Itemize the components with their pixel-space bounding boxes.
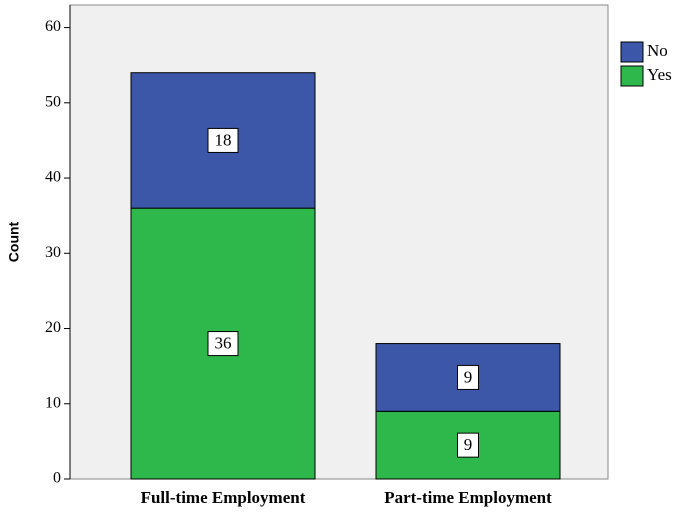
legend-swatch [620,41,644,63]
x-tick-label: Full-time Employment [141,488,306,507]
y-tick-label: 60 [45,18,61,35]
y-tick-label: 50 [45,93,61,110]
value-label-box [457,364,479,390]
y-axis-label: Count [6,221,22,262]
y-tick-label: 30 [45,244,61,261]
value-label: 18 [215,130,232,149]
y-tick-label: 40 [45,169,61,186]
legend-label: Yes [647,65,672,84]
value-label: 9 [464,367,473,386]
value-label: 9 [464,435,473,454]
legend-swatch [620,65,644,87]
legend-label: No [647,41,668,60]
value-label-box [207,127,239,153]
x-tick-label: Part-time Employment [384,488,552,507]
y-tick-label: 0 [53,470,61,487]
value-label: 36 [215,333,232,352]
value-label-box [207,331,239,357]
y-tick-label: 10 [45,394,61,411]
value-label-box [457,432,479,458]
y-tick-label: 20 [45,319,61,336]
